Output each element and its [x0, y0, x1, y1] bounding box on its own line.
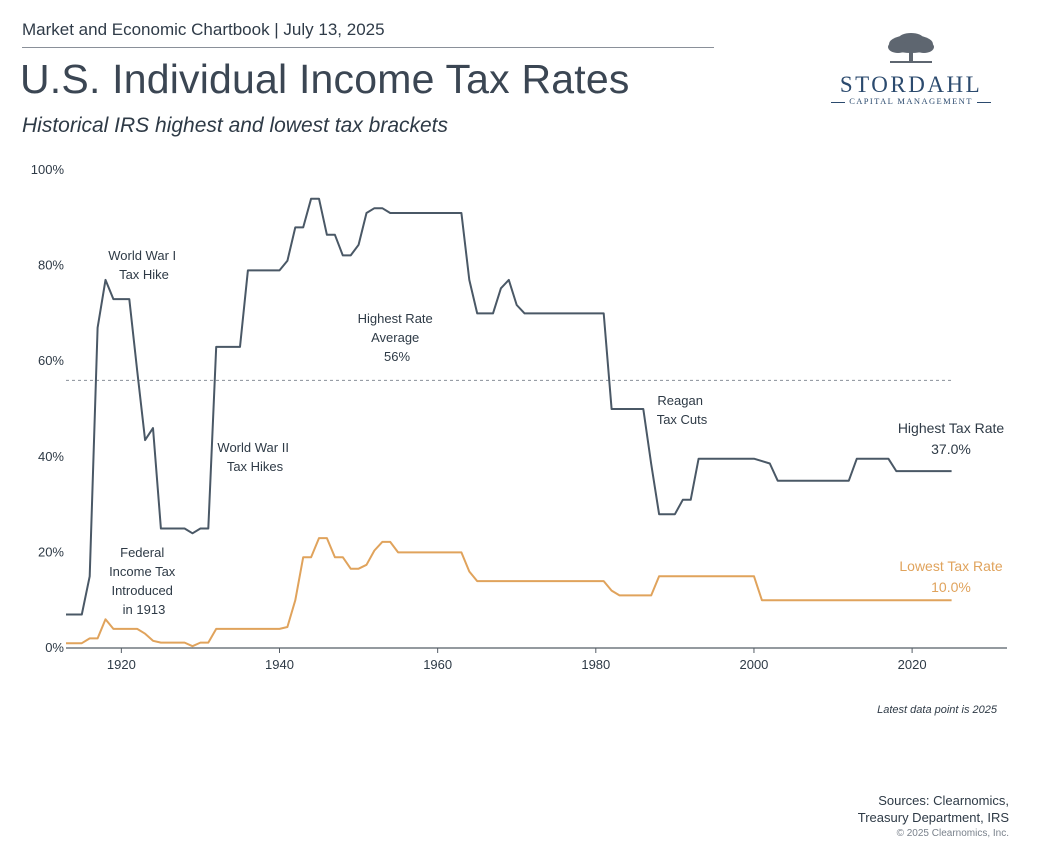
- copyright: © 2025 Clearnomics, Inc.: [896, 828, 1009, 839]
- highest-series-value: 37.0%: [931, 441, 971, 457]
- x-tick-label: 1980: [581, 657, 610, 672]
- header-divider: [22, 47, 714, 48]
- latest-data-note: Latest data point is 2025: [877, 704, 997, 716]
- y-tick-label: 40%: [38, 449, 64, 464]
- x-tick-label: 1940: [265, 657, 294, 672]
- chartbook-date-header: Market and Economic Chartbook | July 13,…: [22, 20, 385, 39]
- lowest-tax-rate-line: [66, 537, 952, 648]
- tree-icon: [888, 33, 934, 63]
- y-tick-label: 80%: [38, 258, 64, 273]
- sources-note: Sources: Clearnomics, Treasury Departmen…: [858, 792, 1009, 826]
- lowest-series-value: 10.0%: [931, 579, 971, 595]
- x-tick-label: 1920: [107, 657, 136, 672]
- annotation-highest-rate-average: Highest Rate Average 56%: [358, 311, 437, 364]
- logo-name: STORDAHL: [839, 72, 983, 97]
- highest-series-label: Highest Tax Rate: [898, 420, 1005, 436]
- y-tick-label: 100%: [31, 162, 65, 177]
- x-tick-label: 2020: [898, 657, 927, 672]
- sources-line-2: Treasury Department, IRS: [857, 810, 1009, 825]
- page-subtitle: Historical IRS highest and lowest tax br…: [22, 114, 449, 137]
- company-logo: STORDAHL CAPITAL MANAGEMENT: [826, 30, 996, 110]
- y-tick-label: 20%: [38, 544, 64, 559]
- annotation-federal-income-tax: Federal Income Tax Introduced in 1913: [109, 545, 179, 617]
- x-tick-label: 1960: [423, 657, 452, 672]
- sources-line-1: Sources: Clearnomics,: [878, 793, 1009, 808]
- annotation-ww2: World War II Tax Hikes: [217, 440, 292, 474]
- annotation-ww1: World War I Tax Hike: [108, 248, 180, 282]
- y-tick-label: 60%: [38, 353, 64, 368]
- y-tick-label: 0%: [45, 640, 64, 655]
- logo-tagline: CAPITAL MANAGEMENT: [826, 96, 996, 106]
- x-tick-label: 2000: [739, 657, 768, 672]
- lowest-series-label: Lowest Tax Rate: [899, 558, 1002, 574]
- annotation-reagan-tax-cuts: Reagan Tax Cuts: [657, 393, 708, 427]
- highest-tax-rate-line: [66, 197, 952, 616]
- page-title: U.S. Individual Income Tax Rates: [20, 56, 630, 102]
